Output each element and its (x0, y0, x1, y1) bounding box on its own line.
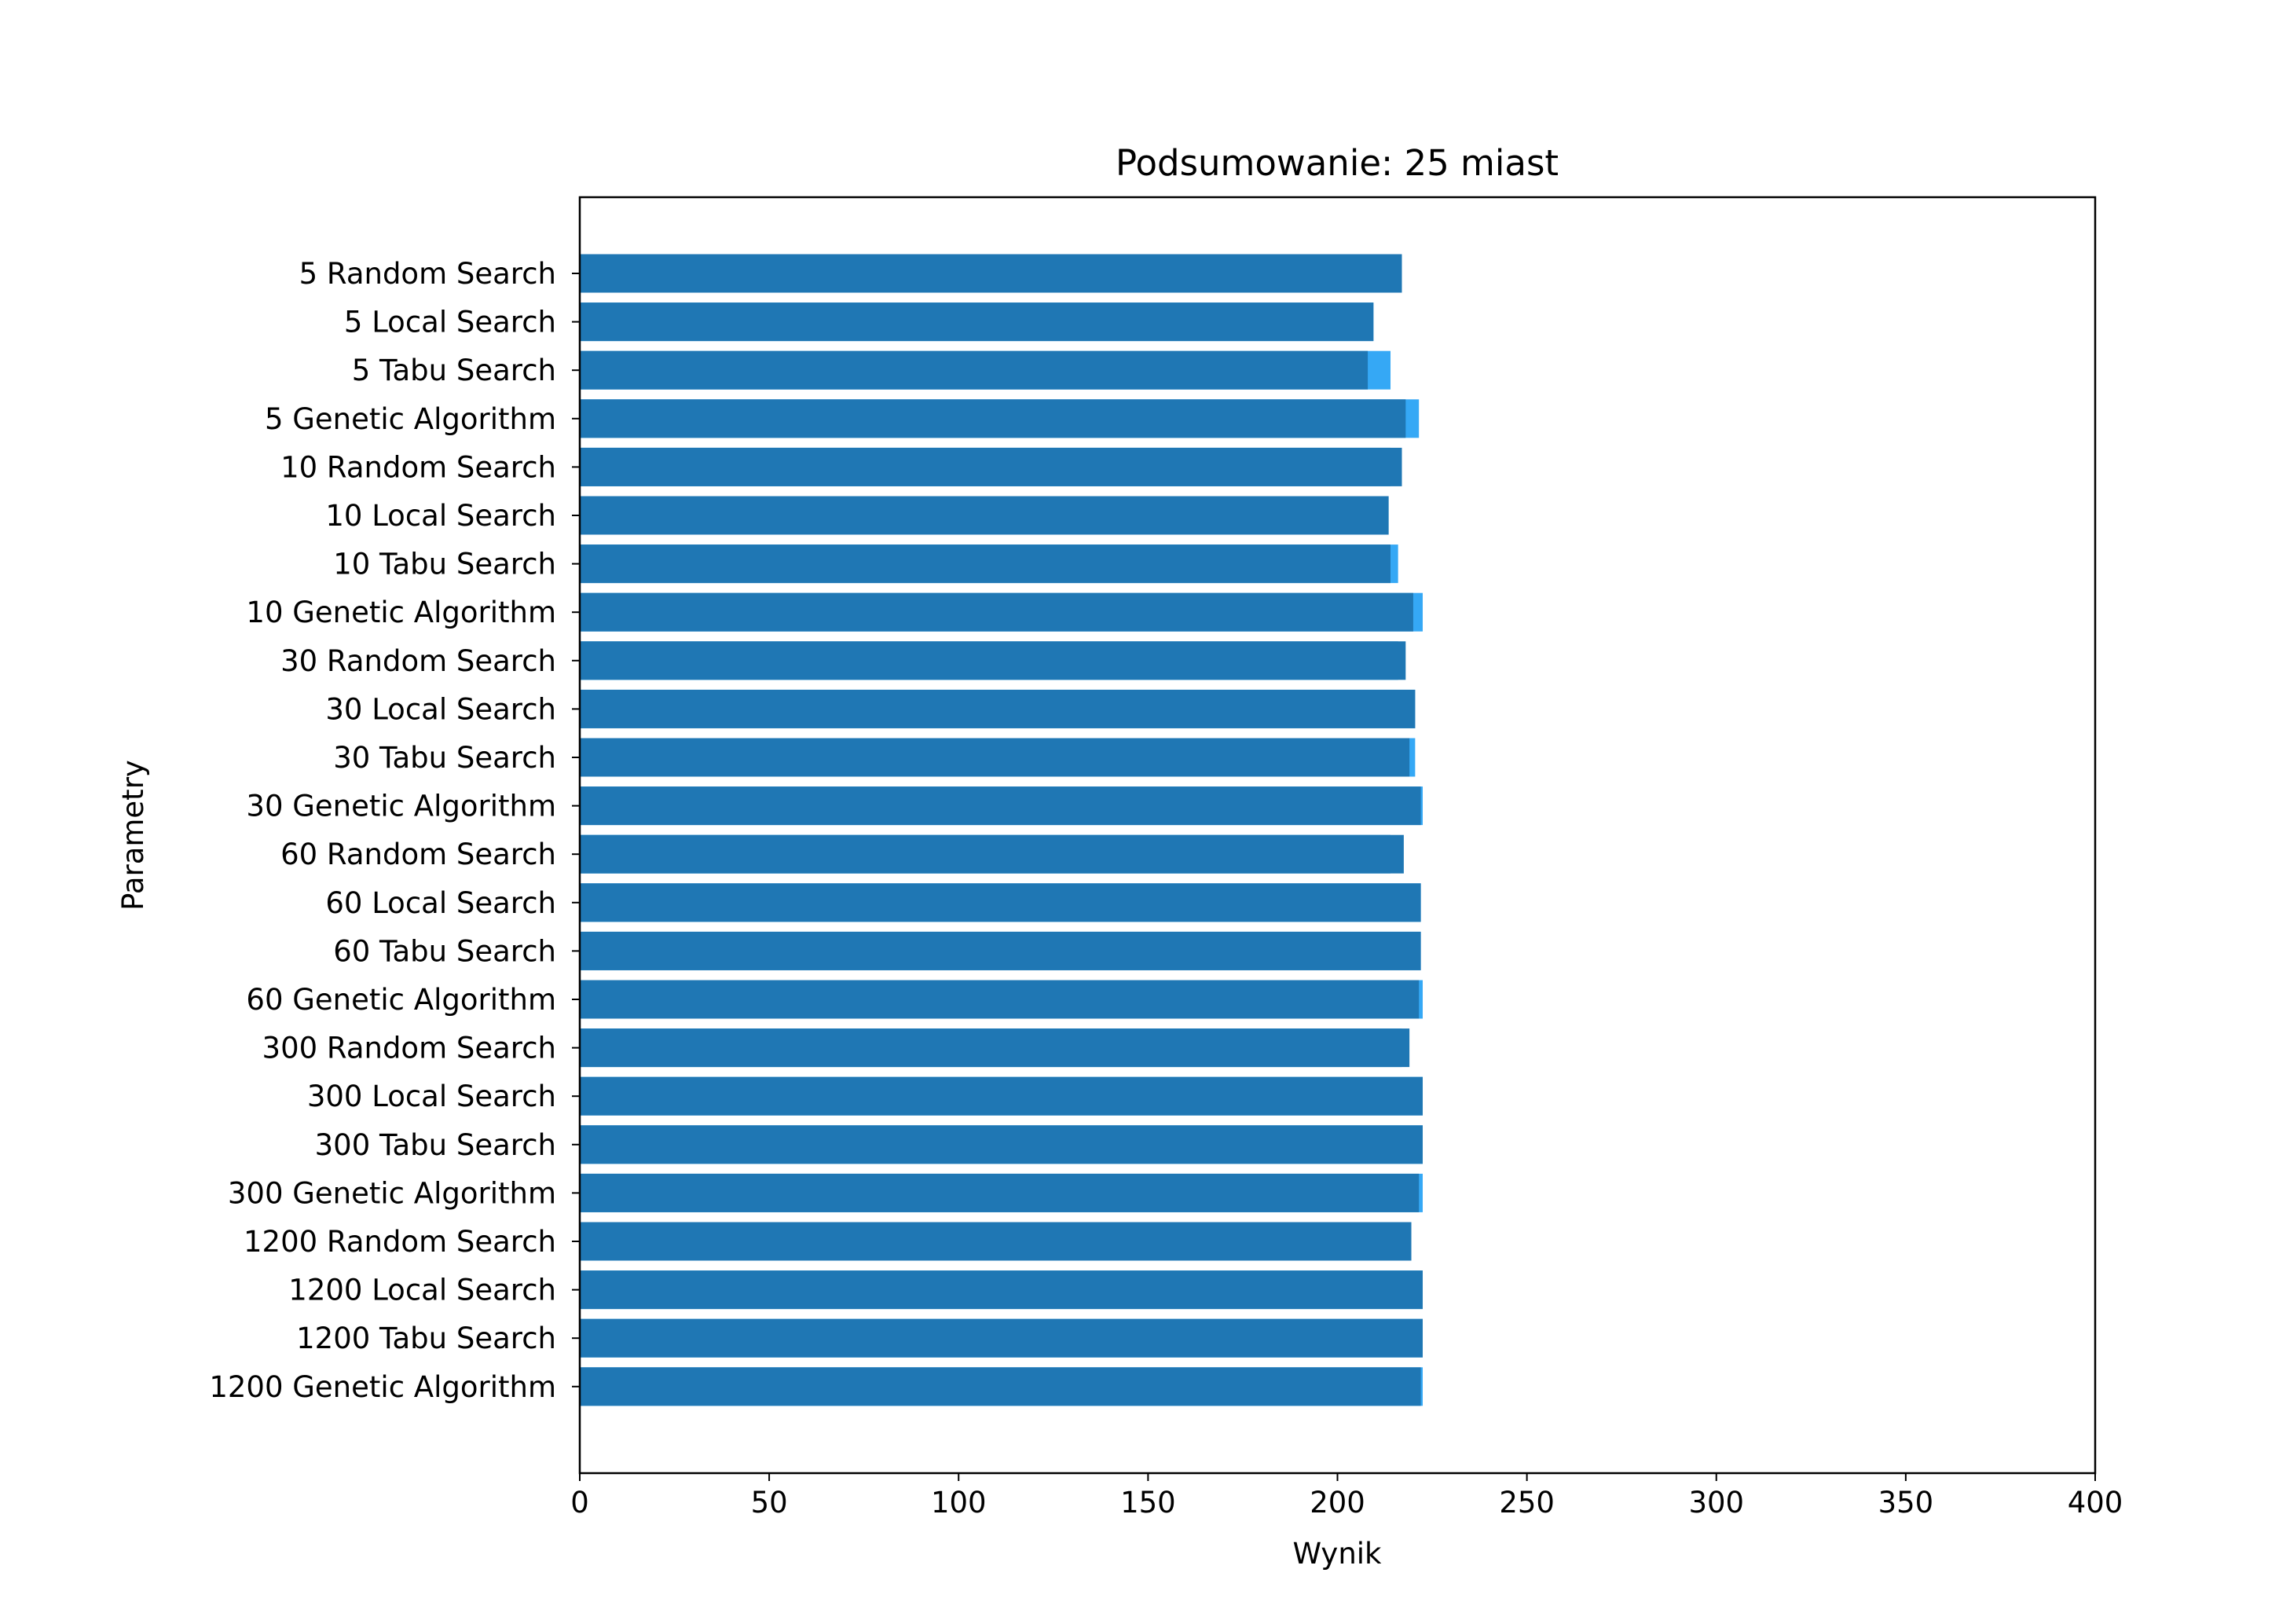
bar-series-2-15 (580, 980, 1420, 1019)
x-axis-ticks: 0 50 100 150 200 250 300 350 400 (570, 1473, 2123, 1520)
bar-series-2-18 (580, 1125, 1423, 1164)
x-tick-label: 350 (1878, 1486, 1934, 1520)
y-tick-label: 1200 Genetic Algorithm (209, 1370, 556, 1404)
bars-group (580, 254, 1423, 1406)
y-tick-label: 10 Random Search (280, 450, 556, 484)
y-tick-label: 5 Genetic Algorithm (265, 402, 556, 436)
bar-series-2-13 (580, 883, 1421, 922)
y-tick-label: 10 Genetic Algorithm (246, 596, 556, 629)
bar-series-2-1 (580, 302, 1374, 342)
y-tick-label: 10 Tabu Search (333, 548, 556, 581)
bar-series-2-14 (580, 931, 1421, 970)
y-tick-label: 300 Genetic Algorithm (228, 1176, 556, 1210)
y-tick-label: 30 Tabu Search (333, 741, 556, 775)
y-tick-label: 1200 Random Search (244, 1225, 556, 1259)
y-axis-title: Parametry (116, 760, 150, 911)
x-tick-label: 150 (1120, 1486, 1176, 1520)
bar-series-2-20 (580, 1222, 1412, 1261)
bar-series-2-19 (580, 1173, 1420, 1212)
x-tick-label: 300 (1688, 1486, 1744, 1520)
bar-series-2-23 (580, 1367, 1421, 1406)
bar-series-2-8 (580, 641, 1406, 680)
bar-series-2-16 (580, 1028, 1410, 1068)
bar-series-2-11 (580, 786, 1421, 826)
y-tick-label: 30 Genetic Algorithm (246, 790, 556, 823)
y-axis-ticks: 5 Random Search 5 Local Search 5 Tabu Sear… (209, 257, 580, 1404)
y-tick-label: 5 Tabu Search (352, 354, 556, 387)
y-tick-label: 60 Local Search (325, 886, 556, 920)
y-tick-label: 300 Random Search (262, 1032, 556, 1065)
bar-series-2-7 (580, 592, 1413, 632)
y-tick-label: 30 Random Search (280, 644, 556, 678)
bar-series-2-12 (580, 834, 1404, 874)
bar-series-2-21 (580, 1270, 1423, 1310)
bar-series-2-9 (580, 689, 1416, 728)
y-tick-label: 5 Local Search (344, 306, 556, 339)
y-tick-label: 10 Local Search (325, 499, 556, 533)
x-axis-title: Wynik (1293, 1537, 1383, 1571)
bar-series-2-10 (580, 738, 1410, 777)
y-tick-label: 1200 Local Search (288, 1274, 556, 1307)
y-tick-label: 60 Genetic Algorithm (246, 983, 556, 1017)
bar-series-2-17 (580, 1076, 1423, 1116)
y-tick-label: 60 Tabu Search (333, 934, 556, 968)
bar-series-2-0 (580, 254, 1402, 293)
plot-frame (578, 196, 2097, 1475)
bar-series-2-3 (580, 399, 1406, 438)
y-tick-label: 60 Random Search (280, 838, 556, 871)
bar-series-2-2 (580, 350, 1369, 390)
bar-series-2-6 (580, 544, 1391, 584)
chart-title: Podsumowanie: 25 miast (1116, 142, 1559, 184)
x-tick-label: 0 (570, 1486, 589, 1520)
x-tick-label: 400 (2068, 1486, 2123, 1520)
y-tick-label: 30 Local Search (325, 692, 556, 726)
bar-series-2-5 (580, 496, 1389, 535)
x-tick-label: 200 (1310, 1486, 1365, 1520)
y-tick-label: 300 Tabu Search (315, 1128, 556, 1162)
y-tick-label: 300 Local Search (307, 1080, 556, 1113)
x-tick-label: 100 (931, 1486, 987, 1520)
x-tick-label: 250 (1499, 1486, 1555, 1520)
y-tick-label: 5 Random Search (299, 257, 556, 291)
y-tick-label: 1200 Tabu Search (296, 1322, 556, 1355)
x-tick-label: 50 (751, 1486, 788, 1520)
bar-series-2-22 (580, 1318, 1423, 1358)
bar-series-2-4 (580, 447, 1402, 486)
